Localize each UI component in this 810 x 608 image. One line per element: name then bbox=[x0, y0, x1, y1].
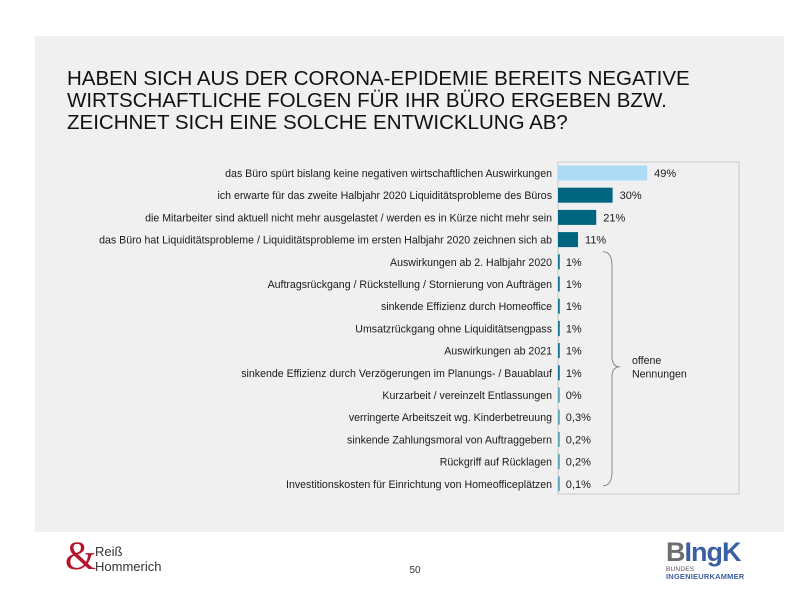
bar bbox=[558, 276, 560, 292]
bar bbox=[558, 320, 560, 336]
value-label: 1% bbox=[566, 301, 582, 313]
logo-letter-b: B bbox=[666, 537, 685, 567]
logo-text-line-2: Hommerich bbox=[95, 559, 162, 574]
category-label: Investitionskosten für Einrichtung von H… bbox=[286, 479, 552, 491]
value-label: 1% bbox=[566, 346, 582, 358]
bar bbox=[558, 187, 613, 203]
brace-annotation-text: offene bbox=[632, 355, 661, 367]
category-label: das Büro hat Liquiditätsprobleme / Liqui… bbox=[99, 235, 552, 247]
bar bbox=[558, 431, 560, 447]
value-label: 0,2% bbox=[566, 457, 591, 469]
category-label: sinkende Effizienz durch Homeoffice bbox=[381, 301, 552, 313]
value-label: 1% bbox=[566, 279, 582, 291]
title-line-2: WIRTSCHAFTLICHE FOLGEN FÜR IHR BÜRO ERGE… bbox=[67, 89, 667, 112]
value-label: 0,3% bbox=[566, 412, 591, 424]
value-label: 1% bbox=[566, 368, 582, 380]
category-label: die Mitarbeiter sind aktuell nicht mehr … bbox=[145, 212, 552, 224]
bar bbox=[558, 387, 560, 403]
logo-letters-ingk: IngK bbox=[684, 537, 742, 567]
category-label: Kurzarbeit / vereinzelt Entlassungen bbox=[382, 390, 552, 402]
value-label: 0,2% bbox=[566, 434, 591, 446]
bar bbox=[558, 476, 560, 492]
slide-title: HABEN SICH AUS DER CORONA-EPIDEMIE BEREI… bbox=[67, 68, 767, 134]
value-label: 49% bbox=[654, 168, 676, 180]
value-label: 0,1% bbox=[566, 479, 591, 491]
category-label: sinkende Zahlungsmoral von Auftraggebern bbox=[347, 434, 552, 446]
bar bbox=[558, 165, 648, 181]
bar bbox=[558, 365, 560, 381]
bar bbox=[558, 232, 579, 248]
logo-text-line-1: Reiß bbox=[95, 544, 123, 559]
bar bbox=[558, 454, 560, 470]
bingk-logo: BIngK BUNDES INGENIEURKAMMER bbox=[666, 538, 744, 581]
brace-annotation-text: Nennungen bbox=[632, 368, 687, 380]
value-label: 11% bbox=[585, 235, 606, 247]
bar bbox=[558, 209, 597, 225]
title-line-3: ZEICHNET SICH EINE SOLCHE ENTWICKLUNG AB… bbox=[67, 111, 568, 134]
bar bbox=[558, 409, 560, 425]
value-label: 1% bbox=[566, 323, 582, 335]
category-label: verringerte Arbeitszeit wg. Kinderbetreu… bbox=[349, 412, 552, 424]
category-label: ich erwarte für das zweite Halbjahr 2020… bbox=[218, 190, 552, 202]
slide-panel bbox=[35, 36, 784, 532]
brace-annotation bbox=[602, 251, 621, 487]
category-label: Auswirkungen ab 2021 bbox=[444, 346, 552, 358]
category-label: das Büro spürt bislang keine negativen w… bbox=[225, 168, 552, 180]
category-label: Rückgriff auf Rücklagen bbox=[440, 457, 552, 469]
bar bbox=[558, 254, 560, 270]
title-line-1: HABEN SICH AUS DER CORONA-EPIDEMIE BEREI… bbox=[67, 67, 690, 90]
bar bbox=[558, 298, 560, 314]
category-label: sinkende Effizienz durch Verzögerungen i… bbox=[241, 368, 552, 380]
value-label: 1% bbox=[566, 257, 582, 269]
category-label: Auswirkungen ab 2. Halbjahr 2020 bbox=[390, 257, 552, 269]
page-number: 50 bbox=[409, 565, 421, 576]
value-label: 21% bbox=[603, 212, 625, 224]
ampersand-logo-icon: & bbox=[65, 533, 97, 578]
logo-subtitle-1: BUNDES bbox=[666, 566, 695, 573]
bar bbox=[558, 343, 560, 359]
value-label: 30% bbox=[620, 190, 642, 202]
logo-subtitle-2: INGENIEURKAMMER bbox=[666, 572, 745, 581]
category-label: Auftragsrückgang / Rückstellung / Storni… bbox=[268, 279, 553, 291]
value-label: 0% bbox=[566, 390, 582, 402]
category-label: Umsatzrückgang ohne Liquiditätsengpass bbox=[355, 323, 552, 335]
